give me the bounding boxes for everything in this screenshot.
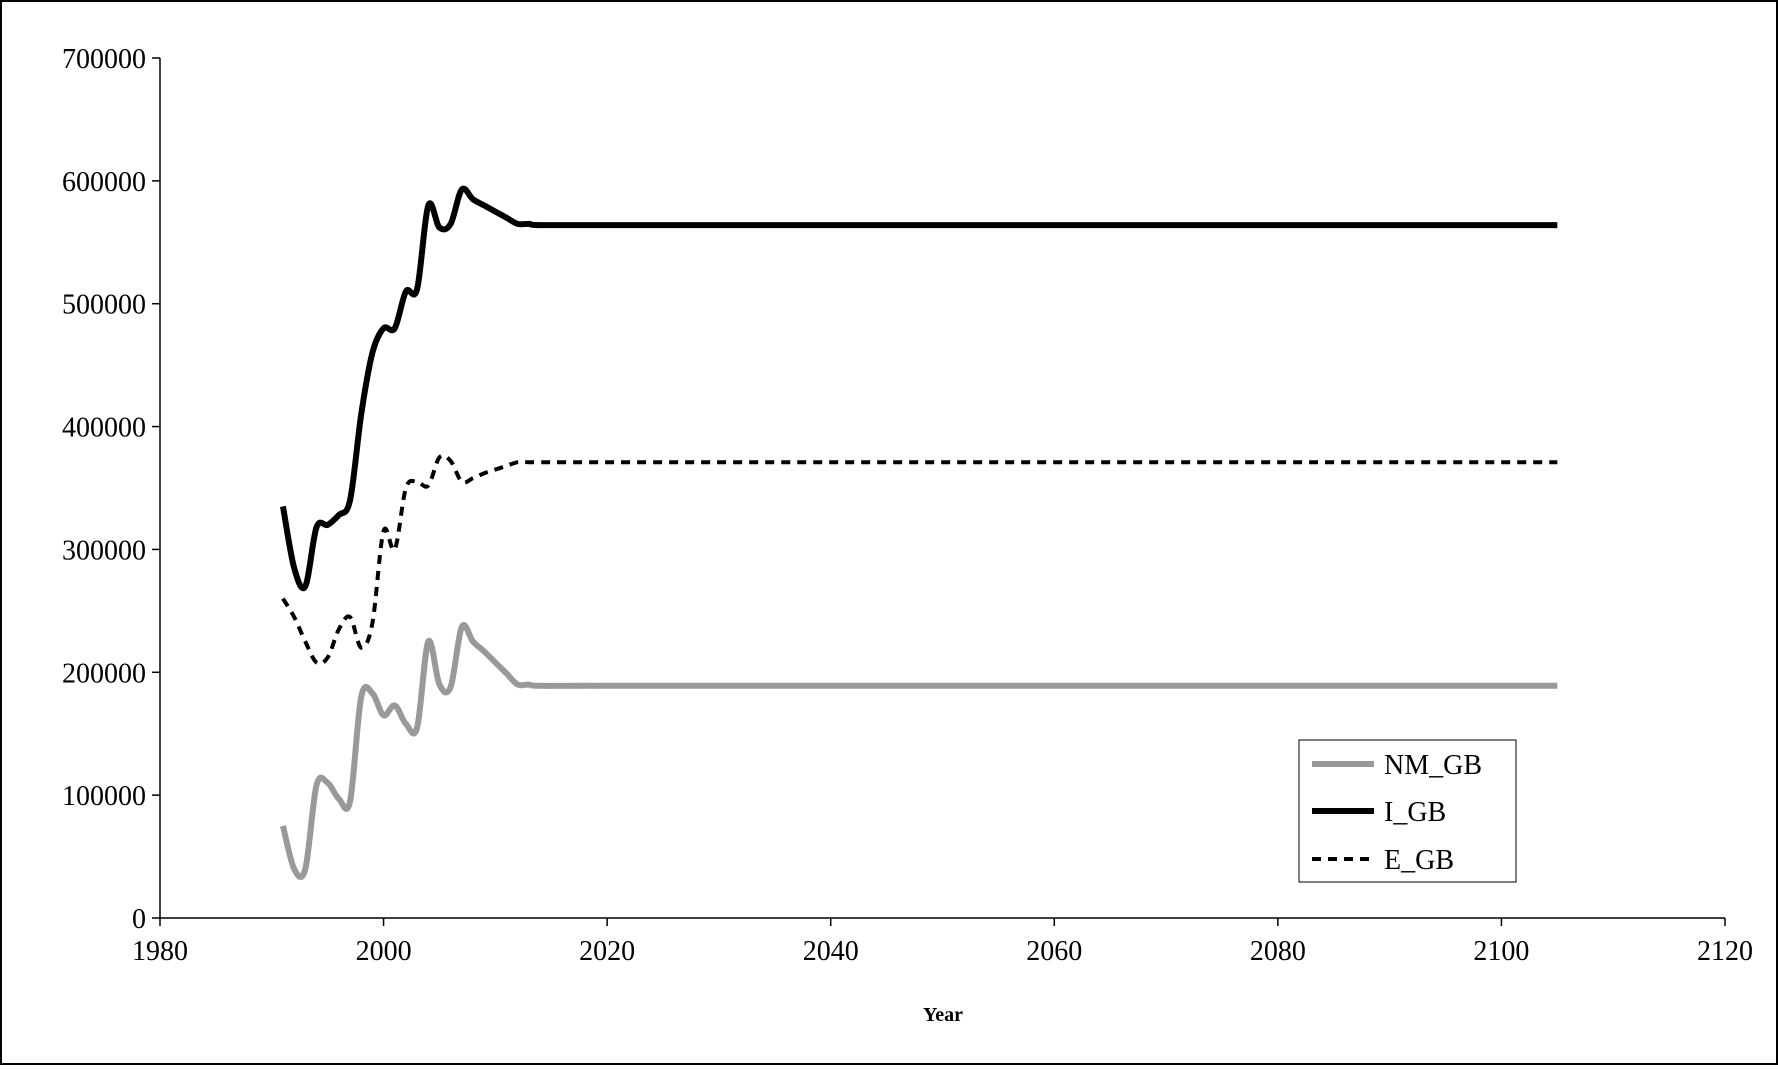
series-line-nm-gb [280,622,1558,880]
y-tick-label: 400000 [62,413,146,444]
y-tick-label: 0 [132,904,146,935]
x-tick-label: 2080 [1250,936,1306,967]
series-line-e-gb [281,453,1558,666]
x-tick-label: 1980 [132,936,188,967]
x-tick-label: 2020 [579,936,635,967]
y-tick-label: 100000 [62,781,146,812]
legend: NM_GB I_GB E_GB [1298,739,1517,883]
x-tick-label: 2060 [1026,936,1082,967]
x-tick-label: 2100 [1473,936,1529,967]
x-tick-label: 2120 [1697,936,1753,967]
y-tick-label: 300000 [62,535,146,566]
legend-label-nm-gb: NM_GB [1384,750,1482,781]
legend-label-i-gb: I_GB [1384,797,1446,828]
x-axis: 1980 2000 2020 2040 2060 2080 2100 2120 [132,917,1753,967]
y-tick-label: 700000 [62,44,146,75]
legend-label-e-gb: E_GB [1384,845,1454,876]
x-axis-title: Year [923,1004,963,1026]
x-tick-label: 2000 [356,936,412,967]
y-tick-label: 200000 [62,658,146,689]
series-line-i-gb [280,185,1558,592]
y-tick-label: 500000 [62,290,146,321]
series-layer [280,185,1558,880]
y-axis: 0 100000 200000 300000 400000 500000 600000 700… [62,44,161,935]
y-tick-label: 600000 [62,167,146,198]
x-tick-label: 2040 [803,936,859,967]
